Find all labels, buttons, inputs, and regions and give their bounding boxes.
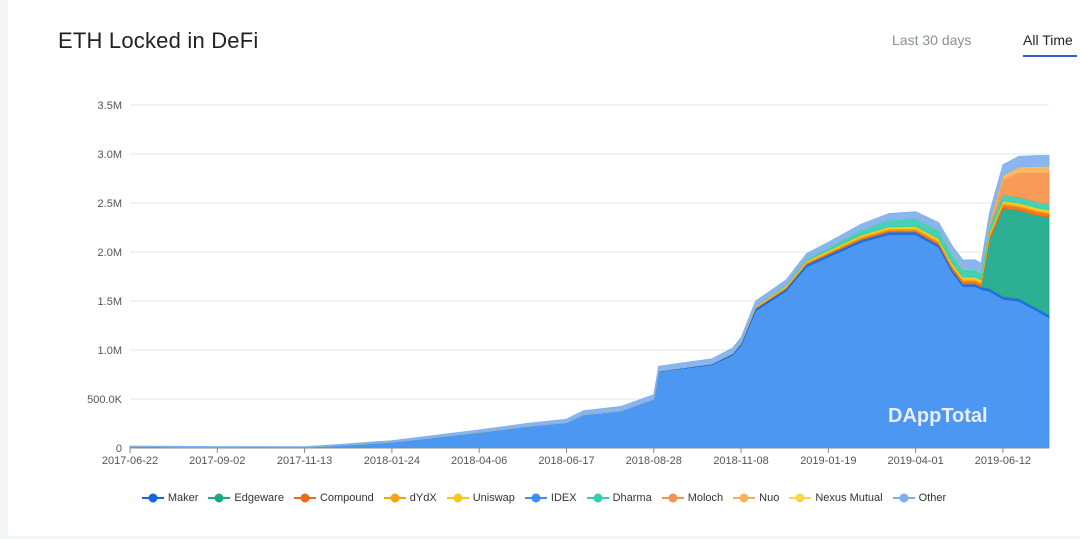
- y-tick-label: 3.5M: [98, 100, 122, 112]
- tab-all-time[interactable]: All Time: [1023, 32, 1073, 48]
- legend-label: Nexus Mutual: [815, 492, 883, 504]
- x-axis-ticks: 2017-06-22 2017-09-02 2017-11-13 2018-01-24…: [102, 447, 1049, 467]
- legend-item-idex[interactable]: IDEX: [524, 492, 577, 504]
- stacked-area-chart: 0 500.0K 1.0M 1.5M 2.0M 2.5M 3.0M 3.5M 2017-06-…: [87, 100, 1050, 467]
- legend-item-other[interactable]: Other: [892, 492, 947, 504]
- y-tick-label: 2.5M: [98, 198, 122, 210]
- x-tick-label: 2019-01-19: [800, 455, 856, 467]
- legend-label: Compound: [319, 492, 374, 504]
- legend-marker-icon: [892, 493, 915, 503]
- legend-item-nexus-mutual[interactable]: Nexus Mutual: [789, 492, 883, 504]
- x-tick-label: 2019-06-12: [975, 455, 1031, 467]
- tab-last-30-days[interactable]: Last 30 days: [892, 32, 972, 48]
- legend-item-edgeware[interactable]: Edgeware: [208, 492, 284, 504]
- legend-label: IDEX: [550, 492, 577, 504]
- legend-label: Other: [918, 492, 947, 504]
- x-tick-label: 2018-06-17: [538, 455, 594, 467]
- legend-label: Edgeware: [234, 492, 284, 504]
- legend-marker-icon: [733, 493, 756, 503]
- y-tick-label: 2.0M: [98, 247, 122, 259]
- legend-marker-icon: [383, 493, 406, 503]
- legend-marker-icon: [141, 493, 164, 503]
- legend-item-dydx[interactable]: dYdX: [383, 492, 437, 504]
- y-axis-ticks: 0 500.0K 1.0M 1.5M 2.0M 2.5M 3.0M 3.5M: [87, 100, 123, 455]
- y-tick-label: 1.5M: [98, 296, 122, 308]
- area-other: [129, 155, 1050, 448]
- x-tick-label: 2017-11-13: [277, 455, 332, 467]
- y-tick-label: 1.0M: [98, 345, 122, 357]
- x-tick-label: 2017-06-22: [102, 455, 158, 467]
- legend-label: Maker: [167, 492, 199, 504]
- legend-marker-icon: [586, 493, 609, 503]
- legend-marker-icon: [524, 493, 547, 503]
- legend-item-maker[interactable]: Maker: [141, 492, 199, 504]
- active-tab-indicator: [1023, 55, 1077, 57]
- y-tick-label: 3.0M: [98, 149, 122, 161]
- legend-item-dharma[interactable]: Dharma: [586, 492, 652, 504]
- page-title: ETH Locked in DeFi: [58, 28, 259, 53]
- legend-marker-icon: [789, 493, 812, 503]
- legend-marker-icon: [661, 493, 684, 503]
- legend-marker-icon: [446, 493, 469, 503]
- legend-label: dYdX: [409, 492, 437, 504]
- x-tick-label: 2018-08-28: [626, 455, 682, 467]
- legend-label: Dharma: [612, 492, 652, 504]
- chart-legend: Maker Edgeware Compound dYdX Uniswap IDEX Dhar…: [8, 492, 1080, 504]
- chart-card: ETH Locked in DeFi Last 30 days All Time…: [8, 0, 1080, 536]
- y-tick-label: 0: [116, 443, 122, 455]
- legend-label: Moloch: [687, 492, 724, 504]
- watermark-logo: DAppTotal: [888, 405, 988, 427]
- legend-label: Nuo: [759, 492, 780, 504]
- x-tick-label: 2018-11-08: [713, 455, 768, 467]
- legend-item-nuo[interactable]: Nuo: [733, 492, 779, 504]
- x-tick-label: 2018-04-06: [451, 455, 507, 467]
- series-areas: [129, 155, 1050, 449]
- legend-label: Uniswap: [472, 492, 515, 504]
- legend-marker-icon: [208, 493, 231, 503]
- y-tick-label: 500.0K: [87, 394, 123, 406]
- x-tick-label: 2018-01-24: [364, 455, 420, 467]
- x-tick-label: 2019-04-01: [887, 455, 943, 467]
- legend-item-compound[interactable]: Compound: [293, 492, 374, 504]
- x-tick-label: 2017-09-02: [189, 455, 245, 467]
- legend-item-moloch[interactable]: Moloch: [661, 492, 724, 504]
- legend-marker-icon: [293, 493, 316, 503]
- legend-item-uniswap[interactable]: Uniswap: [446, 492, 515, 504]
